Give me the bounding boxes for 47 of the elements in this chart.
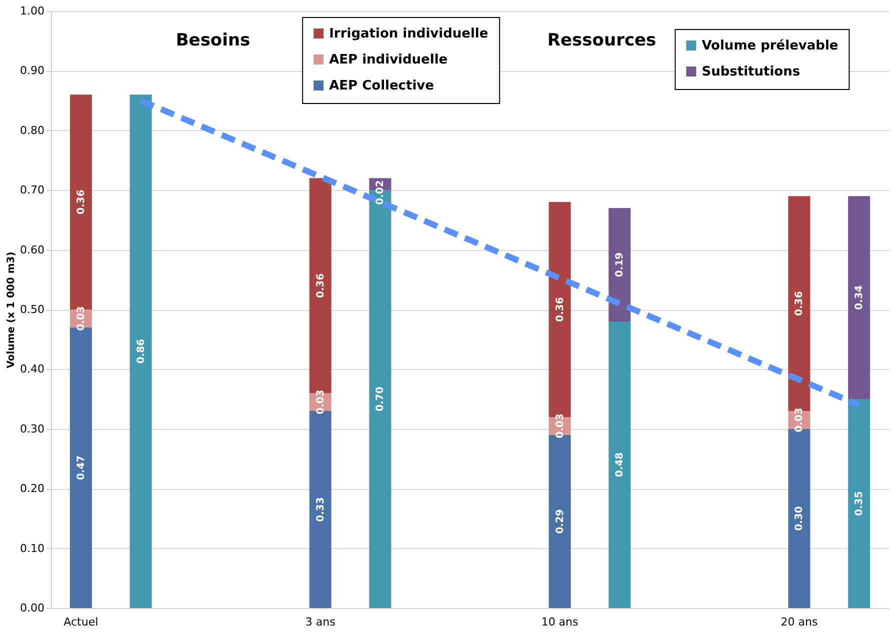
y-tick-label: 0.90 (20, 64, 44, 78)
y-tick-label: 0.10 (20, 542, 44, 555)
x-tick-label: 10 ans (541, 616, 579, 628)
data-label: 0.03 (794, 408, 806, 432)
data-label: 0.35 (854, 491, 866, 516)
data-label: 0.36 (76, 190, 87, 214)
data-label: 0.33 (315, 497, 326, 522)
data-label: 0.03 (76, 306, 87, 331)
data-label: 0.36 (794, 291, 806, 316)
x-tick-label: 20 ans (780, 616, 818, 628)
bar (608, 208, 631, 322)
data-label: 0.30 (794, 506, 806, 531)
y-axis-title: Volume (x 1 000 m3) (6, 252, 18, 368)
annotation: Besoins (176, 30, 250, 51)
x-tick-label: Actuel (64, 616, 98, 628)
annotation: Ressources (547, 30, 656, 51)
y-tick-label: 0.20 (20, 482, 44, 496)
data-label: 0.03 (554, 414, 566, 438)
legend-label: Irrigation individuelle (329, 26, 488, 42)
legend-label: AEP Collective (329, 78, 434, 94)
legend-label: Substitutions (702, 64, 800, 80)
data-label: 0.34 (854, 285, 866, 310)
legend-label: Volume prélevable (702, 38, 838, 54)
y-tick-label: 0.80 (20, 124, 44, 137)
data-label: 0.02 (375, 180, 386, 205)
data-label: 0.29 (554, 509, 566, 534)
data-label: 0.36 (554, 297, 566, 322)
bar (608, 321, 631, 608)
data-label: 0.03 (315, 390, 326, 414)
data-label: 0.47 (76, 455, 87, 480)
y-tick-label: 1.00 (20, 4, 44, 18)
data-label: 0.19 (614, 252, 626, 278)
data-label: 0.36 (315, 273, 326, 298)
y-tick-label: 0.50 (20, 303, 44, 316)
data-label: 0.70 (375, 386, 386, 412)
bar (848, 196, 870, 400)
y-tick-label: 0.70 (20, 184, 44, 197)
x-tick-label: 3 ans (305, 616, 336, 628)
y-tick-label: 0.40 (20, 362, 44, 376)
data-label: 0.48 (614, 452, 626, 478)
legend-label: AEP individuelle (329, 52, 448, 68)
data-label: 0.86 (136, 338, 147, 364)
bar (130, 94, 152, 608)
bar (848, 399, 870, 608)
y-tick-label: 0.00 (20, 602, 44, 614)
y-tick-label: 0.30 (20, 422, 44, 436)
y-tick-label: 0.60 (20, 243, 44, 256)
